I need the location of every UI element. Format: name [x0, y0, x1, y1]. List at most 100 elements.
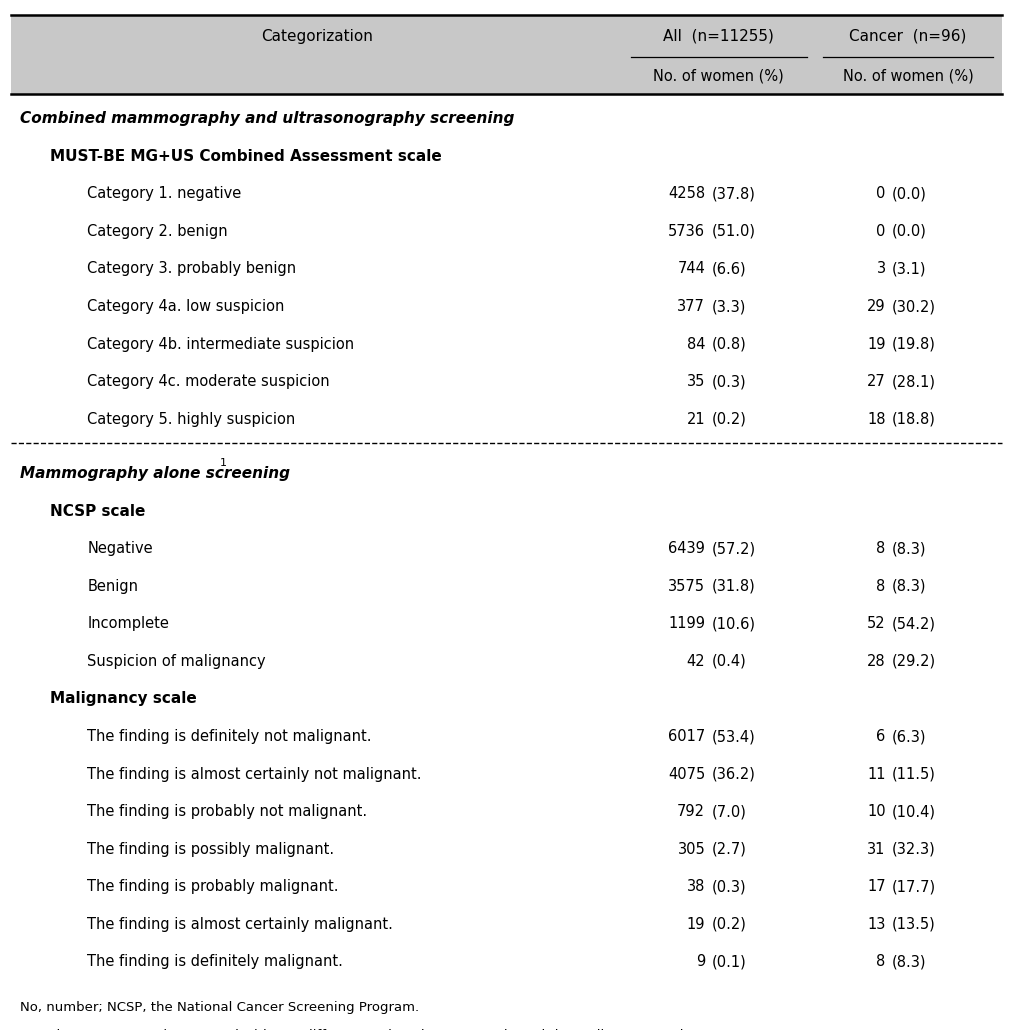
Text: 42: 42 — [687, 654, 705, 668]
Text: (2.7): (2.7) — [711, 842, 747, 857]
Text: 8: 8 — [876, 541, 885, 556]
Text: 1199: 1199 — [669, 616, 705, 631]
Text: (0.3): (0.3) — [711, 374, 746, 389]
Text: 4258: 4258 — [669, 186, 705, 201]
Text: (51.0): (51.0) — [711, 224, 756, 239]
Text: 0: 0 — [876, 224, 885, 239]
Text: Malignancy scale: Malignancy scale — [50, 691, 197, 707]
Text: No. of women (%): No. of women (%) — [843, 68, 973, 83]
Text: (11.5): (11.5) — [891, 766, 936, 782]
Text: The finding is definitely malignant.: The finding is definitely malignant. — [87, 955, 343, 969]
Text: 28: 28 — [867, 654, 885, 668]
Text: 744: 744 — [678, 262, 705, 276]
Text: NCSP scale: NCSP scale — [50, 504, 145, 519]
Text: (18.8): (18.8) — [891, 412, 936, 426]
Text: Mammography alone screening: Mammography alone screening — [19, 467, 290, 481]
Text: (28.1): (28.1) — [891, 374, 936, 389]
Text: 19: 19 — [867, 337, 885, 351]
Text: (0.8): (0.8) — [711, 337, 746, 351]
Text: 18: 18 — [867, 412, 885, 426]
Text: 17: 17 — [867, 880, 885, 894]
Text: The finding is almost certainly not malignant.: The finding is almost certainly not mali… — [87, 766, 421, 782]
Text: (0.2): (0.2) — [711, 917, 747, 932]
Text: (19.8): (19.8) — [891, 337, 936, 351]
Text: All  (n=11255): All (n=11255) — [664, 29, 774, 43]
Text: (7.0): (7.0) — [711, 804, 747, 819]
Text: 6: 6 — [876, 729, 885, 744]
Text: (10.4): (10.4) — [891, 804, 936, 819]
Text: 0: 0 — [876, 186, 885, 201]
Text: No. of women (%): No. of women (%) — [653, 68, 784, 83]
Text: Category 4a. low suspicion: Category 4a. low suspicion — [87, 299, 285, 314]
Text: (32.3): (32.3) — [891, 842, 935, 857]
Text: Category 5. highly suspicion: Category 5. highly suspicion — [87, 412, 296, 426]
Text: 3: 3 — [876, 262, 885, 276]
Text: 1: 1 — [220, 458, 227, 469]
Text: (29.2): (29.2) — [891, 654, 936, 668]
Text: (10.6): (10.6) — [711, 616, 756, 631]
Text: (36.2): (36.2) — [711, 766, 755, 782]
Text: (0.0): (0.0) — [891, 224, 927, 239]
Text: (8.3): (8.3) — [891, 955, 926, 969]
Text: 792: 792 — [678, 804, 705, 819]
Text: (17.7): (17.7) — [891, 880, 936, 894]
Text: Cancer  (n=96): Cancer (n=96) — [849, 29, 966, 43]
Text: 29: 29 — [867, 299, 885, 314]
Text: (8.3): (8.3) — [891, 579, 926, 594]
Text: 6439: 6439 — [669, 541, 705, 556]
Text: Category 4c. moderate suspicion: Category 4c. moderate suspicion — [87, 374, 330, 389]
Text: 4075: 4075 — [668, 766, 705, 782]
Text: (0.0): (0.0) — [891, 186, 927, 201]
Text: (3.3): (3.3) — [711, 299, 746, 314]
Text: Categorization: Categorization — [261, 29, 373, 43]
Text: 31: 31 — [867, 842, 885, 857]
Text: (54.2): (54.2) — [891, 616, 936, 631]
Text: 52: 52 — [867, 616, 885, 631]
Text: 8: 8 — [876, 955, 885, 969]
Text: (6.6): (6.6) — [711, 262, 746, 276]
Text: 11: 11 — [867, 766, 885, 782]
Text: 13: 13 — [867, 917, 885, 932]
Text: MUST-BE MG+US Combined Assessment scale: MUST-BE MG+US Combined Assessment scale — [50, 148, 442, 164]
Text: (0.1): (0.1) — [711, 955, 746, 969]
Text: 9: 9 — [696, 955, 705, 969]
Text: (57.2): (57.2) — [711, 541, 756, 556]
Text: The finding is definitely not malignant.: The finding is definitely not malignant. — [87, 729, 372, 744]
Text: Negative: Negative — [87, 541, 153, 556]
Text: 35: 35 — [687, 374, 705, 389]
Text: (13.5): (13.5) — [891, 917, 935, 932]
Text: 377: 377 — [678, 299, 705, 314]
Text: Category 2. benign: Category 2. benign — [87, 224, 228, 239]
Text: 305: 305 — [678, 842, 705, 857]
Text: 21: 21 — [687, 412, 705, 426]
Text: (30.2): (30.2) — [891, 299, 936, 314]
Text: Category 4b. intermediate suspicion: Category 4b. intermediate suspicion — [87, 337, 355, 351]
Text: 3575: 3575 — [669, 579, 705, 594]
Text: Benign: Benign — [87, 579, 138, 594]
Bar — [11, 15, 1002, 95]
Text: (0.3): (0.3) — [711, 880, 746, 894]
Text: (0.2): (0.2) — [711, 412, 747, 426]
Text: (6.3): (6.3) — [891, 729, 926, 744]
Text: 84: 84 — [687, 337, 705, 351]
Text: (0.4): (0.4) — [711, 654, 746, 668]
Text: The finding is probably not malignant.: The finding is probably not malignant. — [87, 804, 368, 819]
Text: 8: 8 — [876, 579, 885, 594]
Text: The finding is possibly malignant.: The finding is possibly malignant. — [87, 842, 334, 857]
Text: The finding is almost certainly malignant.: The finding is almost certainly malignan… — [87, 917, 393, 932]
Text: No, number; NCSP, the National Cancer Screening Program.: No, number; NCSP, the National Cancer Sc… — [19, 1001, 418, 1015]
Text: (53.4): (53.4) — [711, 729, 755, 744]
Text: Combined mammography and ultrasonography screening: Combined mammography and ultrasonography… — [19, 111, 514, 127]
Text: Category 1. negative: Category 1. negative — [87, 186, 241, 201]
Text: (3.1): (3.1) — [891, 262, 926, 276]
Text: The finding is probably malignant.: The finding is probably malignant. — [87, 880, 338, 894]
Text: (37.8): (37.8) — [711, 186, 755, 201]
Text: 10: 10 — [867, 804, 885, 819]
Text: (31.8): (31.8) — [711, 579, 755, 594]
Text: 27: 27 — [867, 374, 885, 389]
Text: 19: 19 — [687, 917, 705, 932]
Text: Category 3. probably benign: Category 3. probably benign — [87, 262, 297, 276]
Text: (8.3): (8.3) — [891, 541, 926, 556]
Text: 6017: 6017 — [668, 729, 705, 744]
Text: Incomplete: Incomplete — [87, 616, 169, 631]
